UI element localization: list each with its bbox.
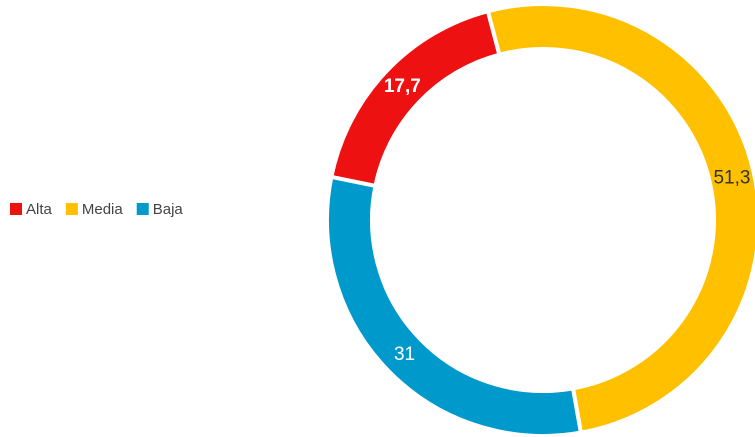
- slice: [325, 174, 584, 437]
- data-label: 31: [394, 344, 415, 365]
- legend: Alta Media Baja: [10, 201, 183, 218]
- legend-swatch: [65, 203, 78, 215]
- data-label: 51,3: [713, 167, 750, 188]
- donut: [325, 2, 755, 437]
- legend-swatch: [10, 203, 22, 215]
- data-labels: 17,7 51,3 31: [384, 76, 751, 365]
- legend-label: Baja: [153, 201, 184, 218]
- slice: [328, 8, 502, 189]
- legend-label: Alta: [26, 201, 53, 218]
- legend-label: Media: [82, 201, 124, 218]
- data-label: 17,7: [384, 76, 421, 97]
- slice: [485, 2, 755, 435]
- legend-swatch: [136, 203, 149, 215]
